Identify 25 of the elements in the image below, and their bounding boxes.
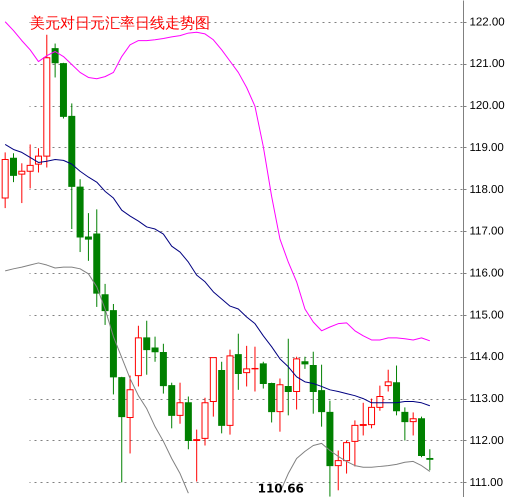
y-tick-label: 122.00 [470, 16, 505, 28]
y-tick-label: 112.00 [470, 434, 504, 447]
y-tick-label: 115.00 [470, 309, 504, 322]
candlestick [234, 333, 242, 390]
y-tick-label: 111.00 [470, 476, 503, 489]
candlestick [426, 448, 434, 471]
y-tick-label: 114.00 [470, 351, 504, 364]
candlestick [176, 382, 184, 424]
candlestick [10, 152, 17, 183]
candlestick [284, 338, 292, 416]
y-tick-label: 120.00 [470, 100, 505, 112]
candlestick [301, 356, 308, 370]
text: 美元对日元汇率日线走势图 [30, 14, 210, 32]
y-tick-label: 117.00 [470, 226, 504, 238]
line-series [4, 144, 430, 406]
y-tick-label: 118.00 [470, 184, 504, 196]
candlestick [401, 406, 408, 441]
annotation: 110.66 [258, 482, 304, 496]
candlestick [384, 369, 392, 392]
y-tick-label: 119.00 [470, 142, 504, 154]
y-tick-label: 113.00 [470, 393, 504, 406]
candlestick [193, 429, 200, 482]
y-tick-label: 121.00 [470, 58, 505, 70]
y-tick-label: 116.00 [470, 267, 504, 280]
candlestick [410, 412, 417, 436]
